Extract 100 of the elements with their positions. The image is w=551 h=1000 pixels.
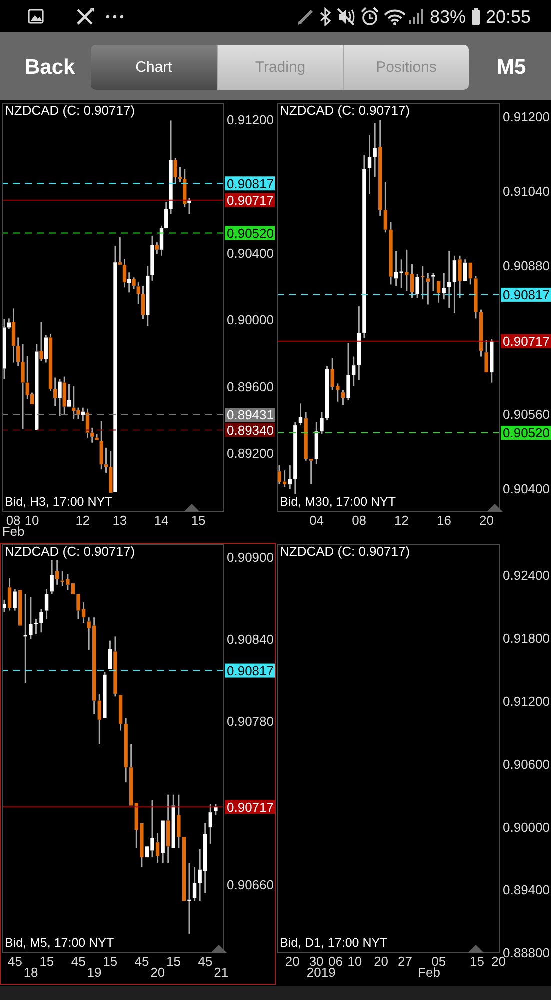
- chart-title: NZDCAD (C: 0.90717): [280, 544, 410, 559]
- candlestick: [164, 202, 168, 229]
- candlestick: [2, 599, 6, 613]
- y-tick-label: 0.90840: [227, 632, 274, 648]
- x-tick-label: 19: [87, 965, 102, 980]
- candlestick: [100, 420, 104, 470]
- candlestick: [298, 402, 303, 426]
- y-tick-label: 0.90880: [503, 258, 550, 274]
- x-tick-label: 20: [374, 954, 389, 969]
- candlestick: [130, 744, 134, 806]
- candlestick: [58, 378, 62, 417]
- candlestick: [114, 245, 118, 492]
- ref-line-label: 0.89340: [227, 422, 274, 438]
- candlestick: [40, 608, 44, 634]
- candlestick: [21, 344, 25, 430]
- candlestick: [352, 356, 356, 387]
- y-tick-label: 0.90780: [227, 714, 274, 729]
- candlestick: [288, 464, 292, 490]
- y-tick-label: 0.90400: [503, 481, 550, 496]
- candlestick: [104, 447, 108, 474]
- candlestick: [155, 242, 159, 255]
- candlestick: [304, 411, 308, 462]
- x-tick-label: 13: [112, 513, 128, 528]
- y-tick-label: 0.89200: [227, 446, 274, 462]
- x-tick-label: 20: [285, 954, 300, 969]
- y-tick-label: 0.90000: [503, 820, 550, 835]
- candlestick: [325, 365, 330, 422]
- x-tick-label: 10: [348, 954, 362, 969]
- x-tick-label: 15: [166, 954, 182, 969]
- candlestick: [146, 265, 150, 327]
- candlestick: [378, 119, 382, 217]
- y-tick-label: 0.91040: [503, 184, 550, 199]
- y-tick-label: 0.91800: [503, 631, 550, 646]
- candlestick: [40, 321, 44, 362]
- candlestick: [35, 344, 39, 430]
- x-tick-label: 08 Feb: [2, 513, 25, 539]
- candlestick: [141, 285, 146, 320]
- candlestick: [160, 225, 164, 257]
- candlestick: [166, 794, 170, 864]
- text: Bid, D1, 17:00 NYT: [280, 936, 388, 950]
- candlestick: [109, 450, 113, 493]
- chart-title: NZDCAD (C: 0.90717): [5, 103, 136, 118]
- y-tick-label: 0.90560: [503, 407, 550, 422]
- ref-line-label: 0.90717: [227, 800, 274, 815]
- x-tick-label: 20: [479, 513, 494, 528]
- y-tick-label: 0.90900: [227, 550, 274, 566]
- y-tick-label: 0.89400: [503, 882, 550, 898]
- candlestick: [320, 411, 324, 435]
- candlestick: [172, 794, 176, 848]
- y-tick-label: 0.89600: [227, 379, 274, 394]
- text: Bid, H3, 17:00 NYT: [5, 495, 113, 509]
- text: 20:55: [486, 7, 532, 27]
- candlestick: [373, 122, 377, 178]
- chart-title: NZDCAD (C: 0.90717): [5, 544, 136, 559]
- candlestick: [150, 235, 154, 282]
- x-tick-label: 27: [398, 954, 413, 969]
- candlestick: [90, 427, 94, 444]
- candlestick: [8, 577, 12, 612]
- y-tick-label: 0.90000: [227, 312, 274, 328]
- x-tick-label: 20: [150, 965, 166, 980]
- ref-line-label: 0.90520: [227, 226, 274, 241]
- text: Back: [25, 56, 76, 80]
- candlestick: [44, 588, 49, 620]
- candlestick: [394, 250, 398, 287]
- x-tick-label: 45: [8, 954, 22, 969]
- ref-line-label: 0.90520: [503, 426, 550, 441]
- candlestick: [368, 134, 372, 195]
- candlestick: [421, 265, 425, 300]
- x-tick-label: 10: [24, 513, 40, 528]
- x-tick-label: 15: [470, 954, 484, 969]
- candlestick: [314, 422, 319, 465]
- candlestick: [192, 866, 197, 902]
- tab: Trading: [217, 45, 343, 90]
- candlestick: [432, 272, 436, 292]
- x-tick-label: 15: [191, 513, 206, 528]
- x-tick-label: 18: [24, 965, 38, 980]
- ref-line-label: 0.90817: [227, 663, 274, 678]
- x-tick-label: 08: [352, 513, 367, 528]
- ref-line-label: 0.90817: [227, 176, 274, 192]
- candlestick: [50, 560, 54, 596]
- candlestick: [48, 334, 53, 392]
- candlestick: [416, 274, 420, 299]
- y-tick-label: 0.92400: [503, 568, 550, 584]
- ref-line-label: 0.90717: [503, 334, 550, 350]
- candlestick: [54, 377, 58, 407]
- x-tick-label: 45: [198, 954, 213, 969]
- candlestick: [458, 255, 462, 299]
- ref-line-label: 0.90717: [227, 193, 274, 208]
- candlestick: [124, 718, 128, 784]
- candlestick: [436, 281, 441, 304]
- candlestick: [132, 276, 136, 290]
- x-tick-label: 45: [71, 954, 86, 969]
- text: 83%: [430, 7, 466, 27]
- ref-line-label: 0.89431: [227, 408, 274, 423]
- chart-title: NZDCAD (C: 0.90717): [280, 103, 410, 118]
- x-tick-label: 04: [310, 513, 324, 528]
- candlestick: [448, 250, 452, 309]
- text: Bid, M30, 17:00 NYT: [280, 495, 396, 509]
- candlestick: [13, 588, 17, 612]
- tab: Positions: [343, 45, 469, 90]
